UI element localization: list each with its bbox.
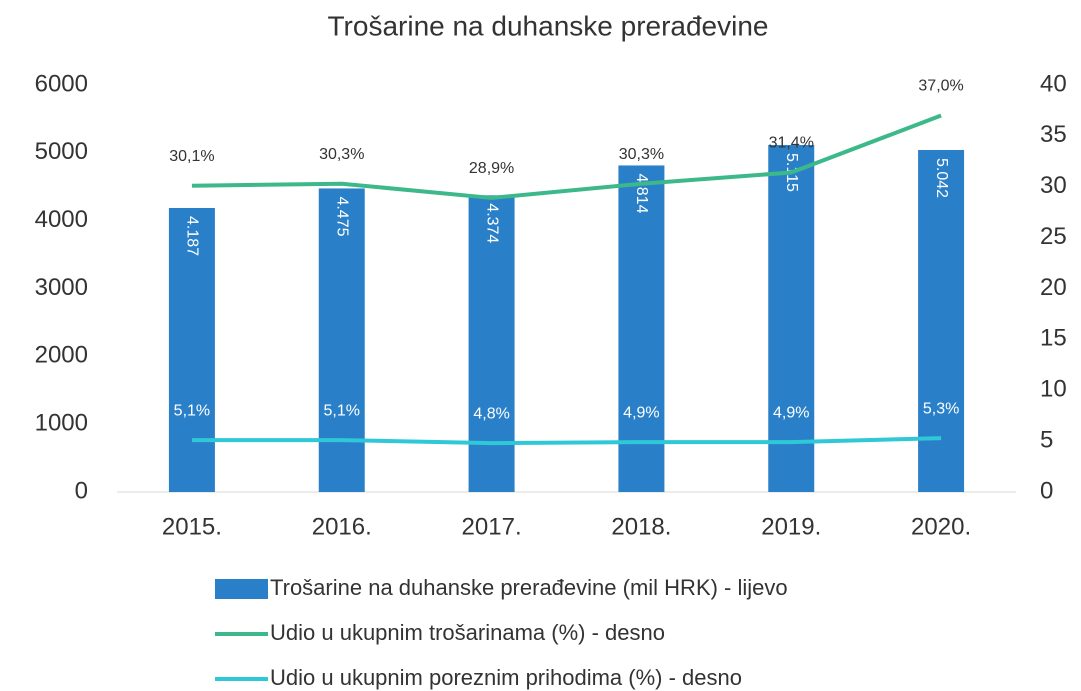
line-label: 5,3% xyxy=(923,400,959,417)
line xyxy=(191,113,942,200)
line-label: 30,3% xyxy=(319,146,364,163)
y-tick-label: 5000 xyxy=(35,138,88,165)
y2-tick-label: 10 xyxy=(1040,376,1067,403)
x-tick-label: 2018. xyxy=(611,513,671,540)
bar xyxy=(618,165,665,493)
line-label: 5,1% xyxy=(324,402,360,419)
bar-label: 4.374 xyxy=(483,203,500,243)
legend-label: Trošarine na duhanske prerađevine (mil H… xyxy=(270,575,788,600)
y-tick-label: 4000 xyxy=(35,206,88,233)
legend-label: Udio u ukupnim poreznim prihodima (%) - … xyxy=(270,665,742,690)
line-label: 28,9% xyxy=(469,160,514,177)
bar xyxy=(768,145,815,492)
x-tick-label: 2017. xyxy=(462,513,522,540)
legend-swatch xyxy=(215,579,268,599)
y2-tick-label: 20 xyxy=(1040,274,1067,301)
y-tick-label: 0 xyxy=(75,477,88,504)
bar-label: 4.187 xyxy=(184,216,201,256)
y2-tick-label: 0 xyxy=(1040,477,1053,504)
line-label: 4,9% xyxy=(773,404,809,421)
x-tick-label: 2016. xyxy=(312,513,372,540)
y-tick-label: 2000 xyxy=(35,342,88,369)
y2-tick-label: 30 xyxy=(1040,172,1067,199)
x-tick-label: 2019. xyxy=(761,513,821,540)
bar-label: 4.814 xyxy=(633,173,650,213)
y-tick-label: 3000 xyxy=(35,274,88,301)
x-tick-label: 2015. xyxy=(162,513,222,540)
y2-tick-label: 25 xyxy=(1040,223,1067,250)
y-tick-label: 6000 xyxy=(35,70,88,97)
line-label: 4,9% xyxy=(623,404,659,421)
bar xyxy=(918,149,965,493)
bar-label: 5.042 xyxy=(933,158,950,198)
y2-tick-label: 5 xyxy=(1040,426,1053,453)
line-label: 37,0% xyxy=(918,78,963,95)
y2-tick-label: 15 xyxy=(1040,325,1067,352)
line-label: 31,4% xyxy=(769,135,814,152)
line-label: 5,1% xyxy=(174,402,210,419)
y2-tick-label: 35 xyxy=(1040,121,1067,148)
line-label: 30,1% xyxy=(169,148,214,165)
line xyxy=(191,436,942,446)
bar-label: 4.475 xyxy=(334,196,351,236)
bar xyxy=(168,207,215,493)
line-label: 4,8% xyxy=(473,405,509,422)
y-tick-label: 1000 xyxy=(35,410,88,437)
y2-tick-label: 40 xyxy=(1040,70,1067,97)
legend-label: Udio u ukupnim trošarinama (%) - desno xyxy=(270,620,665,645)
line-label: 30,3% xyxy=(619,146,664,163)
chart-title: Trošarine na duhanske prerađevine xyxy=(327,10,768,41)
x-tick-label: 2020. xyxy=(911,513,971,540)
